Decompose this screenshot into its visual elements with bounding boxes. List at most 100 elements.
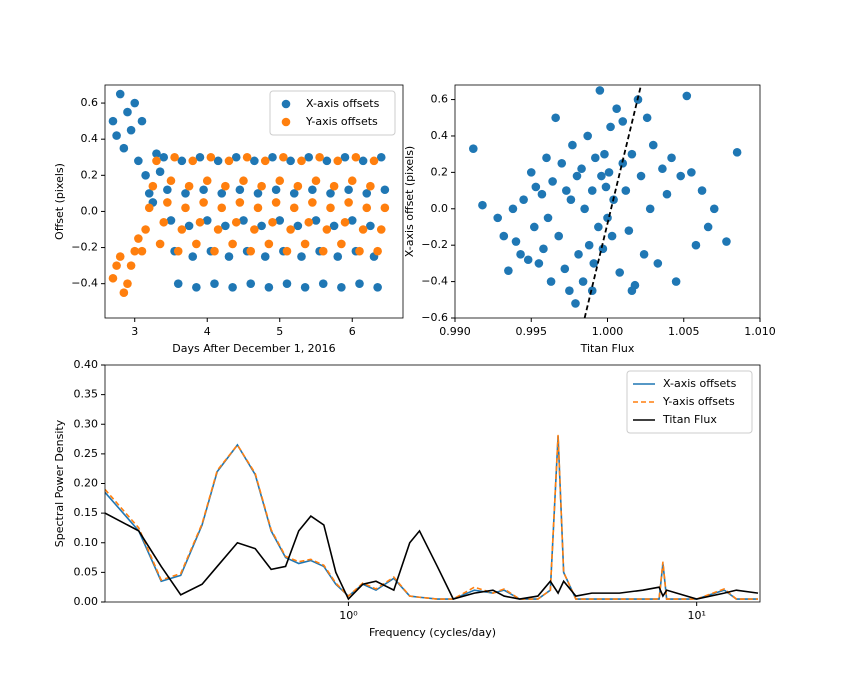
point [293,221,303,231]
point [344,185,353,195]
legend-label: Y-axis offsets [305,115,378,128]
point [627,286,637,295]
point [571,299,580,308]
point [155,167,165,176]
point [286,156,295,166]
point [565,286,574,295]
point [210,279,219,288]
point [275,216,285,225]
point [260,252,270,261]
point [195,152,205,162]
point [228,282,237,292]
point [177,156,187,166]
line [105,434,758,600]
point [380,185,390,195]
point [333,252,343,261]
point [231,152,241,162]
point [691,240,701,250]
point [534,259,544,268]
x-tick-label: 0.990 [439,325,471,338]
point [181,189,190,198]
point [268,152,277,162]
point [257,181,266,191]
point [347,176,357,186]
point [235,185,245,195]
point [253,189,263,198]
point [362,203,372,213]
point [560,264,570,274]
point [578,277,588,286]
y-tick-label: 0.35 [74,388,99,401]
point [568,140,577,150]
point [591,153,600,163]
point [543,213,553,223]
y-axis-label: Spectral Power Density [53,419,66,547]
point [682,91,692,101]
point [293,181,303,191]
point [112,261,121,270]
point [213,156,223,166]
point [184,221,194,231]
point [639,249,649,259]
point [362,189,372,198]
point [612,104,621,113]
point [627,149,637,159]
point [516,249,525,259]
point [519,195,528,204]
point [246,246,256,256]
point [344,198,353,207]
point [126,261,136,270]
axes-frame [104,84,404,319]
point [206,152,216,162]
y-tick-label: 0.4 [81,132,99,145]
point [155,239,165,249]
point [228,239,237,249]
point [523,255,533,265]
legend-marker [281,99,291,109]
point [607,231,617,241]
point [351,152,361,162]
point [618,158,628,168]
y-tick-label: 0.6 [431,93,449,106]
point [137,116,147,126]
point [152,156,161,166]
point [224,156,234,166]
plot-area [105,434,759,601]
point [315,152,324,162]
x-axis-label: Days After December 1, 2016 [172,342,335,355]
point [115,89,125,99]
point [687,168,696,177]
point [499,231,509,241]
x-tick-label: 4 [204,325,211,338]
point [597,171,606,181]
point [645,204,655,214]
x-tick-label: 1.010 [744,325,776,338]
point [163,185,172,195]
point [217,189,227,198]
point [709,204,719,214]
y-tick-label: 0.2 [81,168,99,181]
x-tick-label: 6 [349,325,356,338]
point [508,204,518,214]
plot-area [469,85,742,318]
point [580,204,589,214]
point [366,181,375,191]
point [621,186,631,195]
point [217,203,227,213]
point [697,186,707,195]
point [526,168,536,177]
point [115,252,125,261]
y-tick-label: 0.40 [74,358,99,371]
point [671,277,681,286]
legend-marker [281,117,291,127]
point [275,176,285,186]
point [308,185,317,195]
y-tick-label: 0.2 [431,165,449,178]
point [554,231,563,241]
y-tick-label: 0.20 [74,477,99,490]
y-tick-label: −0.2 [421,238,448,251]
x-axis-label: Titan Flux [580,342,635,355]
point [615,268,624,277]
point [373,246,382,256]
point [583,131,592,141]
